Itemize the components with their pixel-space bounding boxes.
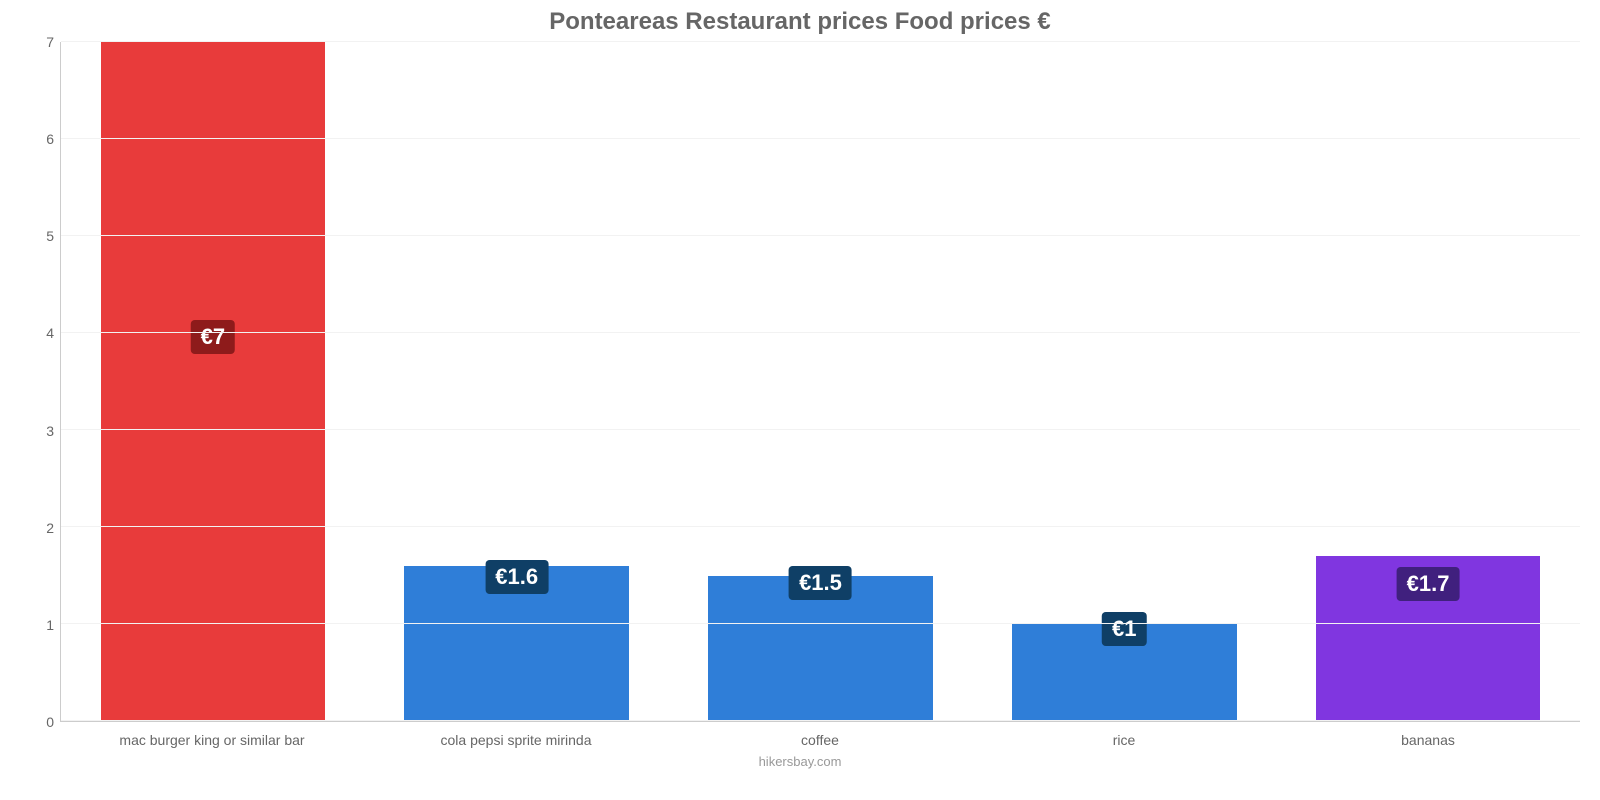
x-axis: mac burger king or similar barcola pepsi… xyxy=(60,732,1580,748)
x-tick: bananas xyxy=(1276,732,1580,748)
y-tick: 3 xyxy=(46,423,54,439)
bar-value-label: €1 xyxy=(1102,612,1146,646)
gridline xyxy=(61,138,1580,139)
bar: €7 xyxy=(101,42,326,721)
gridline xyxy=(61,332,1580,333)
y-axis: 01234567 xyxy=(20,42,60,722)
y-tick: 1 xyxy=(46,617,54,633)
bar: €1.7 xyxy=(1316,556,1541,721)
bar: €1.5 xyxy=(708,576,933,722)
gridline xyxy=(61,429,1580,430)
chart-title: Ponteareas Restaurant prices Food prices… xyxy=(20,8,1580,36)
x-tick: cola pepsi sprite mirinda xyxy=(364,732,668,748)
gridline xyxy=(61,526,1580,527)
bar-slot: €1.5 xyxy=(669,42,973,721)
bar-value-label: €7 xyxy=(191,320,235,354)
y-tick: 6 xyxy=(46,131,54,147)
price-bar-chart: Ponteareas Restaurant prices Food prices… xyxy=(0,0,1600,800)
x-tick: rice xyxy=(972,732,1276,748)
gridline xyxy=(61,41,1580,42)
plot-area: €7 €1.6 €1.5 €1 €1.7 xyxy=(60,42,1580,722)
x-tick: mac burger king or similar bar xyxy=(60,732,364,748)
y-tick: 5 xyxy=(46,228,54,244)
bar-slot: €7 xyxy=(61,42,365,721)
gridline xyxy=(61,623,1580,624)
y-tick: 0 xyxy=(46,714,54,730)
bar: €1.6 xyxy=(404,566,629,721)
bar-value-label: €1.6 xyxy=(485,560,548,594)
bar-value-label: €1.5 xyxy=(789,566,852,600)
bar-slot: €1 xyxy=(972,42,1276,721)
gridline xyxy=(61,720,1580,721)
y-tick: 4 xyxy=(46,325,54,341)
bars-layer: €7 €1.6 €1.5 €1 €1.7 xyxy=(61,42,1580,721)
y-tick: 2 xyxy=(46,520,54,536)
y-tick: 7 xyxy=(46,34,54,50)
plot-wrap: 01234567 €7€1.6€1.5€1€1.7 xyxy=(20,42,1580,722)
bar: €1 xyxy=(1012,624,1237,721)
x-tick: coffee xyxy=(668,732,972,748)
chart-credit: hikersbay.com xyxy=(20,754,1580,769)
bar-value-label: €1.7 xyxy=(1397,567,1460,601)
bar-slot: €1.6 xyxy=(365,42,669,721)
gridline xyxy=(61,235,1580,236)
bar-slot: €1.7 xyxy=(1276,42,1580,721)
